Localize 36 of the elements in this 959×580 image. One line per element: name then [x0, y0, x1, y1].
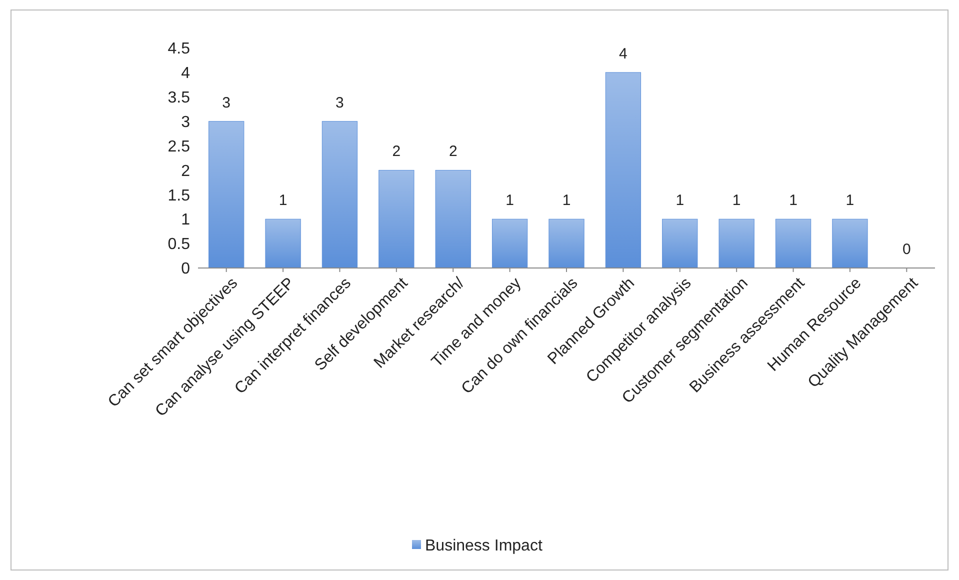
data-label: 0 [902, 241, 911, 258]
data-label: 1 [278, 192, 288, 210]
y-tick-label: 0.5 [168, 236, 190, 254]
data-label: 1 [506, 192, 514, 210]
bar [435, 170, 471, 268]
bar [322, 121, 358, 268]
data-label: 1 [846, 192, 854, 210]
bar [208, 121, 244, 268]
bar [605, 72, 642, 268]
data-label: 2 [392, 143, 401, 160]
bar [378, 170, 414, 268]
data-label: 3 [222, 94, 231, 112]
bar [265, 218, 301, 268]
data-label: 1 [562, 192, 571, 210]
bar [548, 218, 584, 268]
bar [775, 218, 812, 268]
y-tick-label: 3 [181, 114, 190, 131]
bar [662, 218, 698, 268]
y-tick-label: 4 [181, 65, 190, 82]
y-tick-label: 3.5 [168, 89, 190, 106]
y-tick-label: 1 [181, 212, 190, 229]
data-label: 1 [789, 192, 798, 210]
data-label: 1 [676, 192, 684, 210]
y-tick-label: 2 [181, 162, 190, 180]
data-label: 3 [336, 94, 344, 112]
bar [492, 218, 528, 268]
bar [832, 218, 868, 268]
legend-label: Business Impact [425, 538, 543, 555]
y-tick-label: 1.5 [168, 187, 190, 204]
y-tick-label: 0 [181, 260, 190, 278]
y-tick-label: 2.5 [168, 138, 190, 156]
data-label: 1 [732, 192, 741, 210]
data-label: 4 [619, 45, 628, 62]
y-tick-label: 4.5 [168, 40, 190, 58]
bar [718, 218, 754, 268]
data-label: 2 [448, 143, 458, 160]
